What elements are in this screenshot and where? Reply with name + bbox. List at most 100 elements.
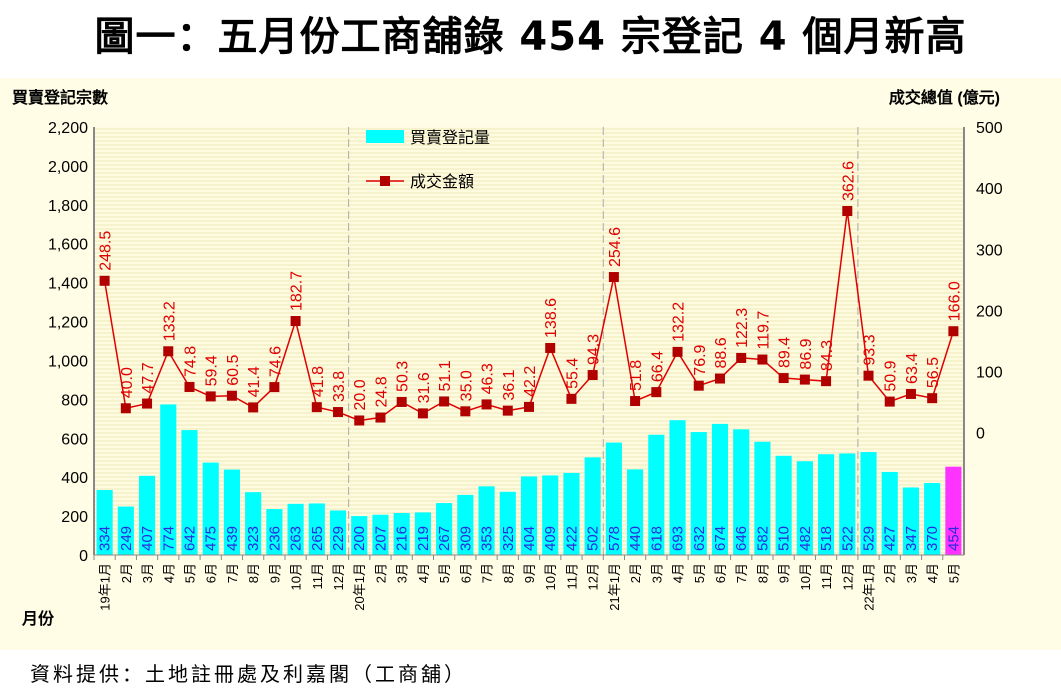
bar (945, 466, 962, 555)
amount-marker (226, 390, 237, 401)
bar-value-label: 582 (754, 526, 771, 551)
amount-marker (163, 346, 174, 357)
bar (669, 420, 686, 555)
bar (308, 503, 325, 555)
amount-value-label: 33.8 (331, 371, 348, 402)
bar-value-label: 475 (203, 526, 220, 551)
amount-value-label: 76.9 (692, 344, 709, 375)
amount-value-label: 47.7 (140, 362, 157, 393)
bar (902, 487, 920, 555)
bar (520, 476, 538, 555)
amount-value-label: 89.4 (777, 337, 794, 368)
bar-value-label: 618 (648, 526, 665, 551)
bar-value-label: 200 (351, 526, 368, 551)
amount-value-label: 31.6 (416, 372, 433, 403)
x-tick-label: 8月 (501, 563, 516, 583)
bar-value-label: 502 (585, 526, 602, 551)
bar-value-label: 578 (606, 526, 623, 551)
bar (223, 469, 240, 555)
x-tick-label: 12月 (840, 563, 855, 590)
x-tick-label: 3月 (904, 563, 919, 583)
right-tick-label: 0 (976, 426, 985, 443)
right-tick-label: 500 (976, 120, 1003, 137)
x-tick-label: 3月 (395, 563, 410, 583)
amount-value-label: 182.7 (289, 271, 306, 311)
bar (287, 503, 304, 555)
amount-marker (630, 396, 641, 407)
x-tick-label: 6月 (458, 563, 473, 583)
x-tick-label: 5月 (182, 563, 197, 583)
x-tick-label: 3月 (649, 563, 664, 583)
amount-value-label: 66.4 (649, 351, 666, 382)
amount-marker (905, 388, 916, 399)
bar-value-label: 422 (563, 526, 580, 551)
amount-value-label: 74.8 (182, 346, 199, 377)
right-tick-label: 100 (976, 365, 1003, 382)
bar (690, 432, 707, 555)
amount-marker (863, 370, 874, 381)
x-tick-label: 21年1月 (607, 563, 622, 611)
amount-value-label: 42.2 (522, 366, 539, 397)
amount-value-label: 20.0 (352, 379, 369, 410)
bar (96, 490, 113, 555)
left-axis-label: 買賣登記宗數 (12, 88, 108, 107)
left-tick-label: 2,000 (48, 159, 88, 176)
x-tick-label: 2月 (373, 563, 388, 583)
left-tick-label: 2,200 (48, 120, 88, 137)
amount-marker (333, 407, 344, 418)
x-tick-label: 6月 (713, 563, 728, 583)
amount-value-label: 41.8 (310, 366, 327, 397)
amount-marker (566, 393, 577, 404)
bar (181, 430, 198, 555)
bar (627, 469, 644, 555)
amount-value-label: 166.0 (946, 281, 963, 321)
amount-value-label: 94.3 (586, 334, 603, 365)
amount-value-label: 60.5 (225, 354, 242, 385)
amount-value-label: 35.0 (458, 370, 475, 401)
amount-marker (502, 405, 513, 416)
amount-value-label: 59.4 (204, 355, 221, 386)
bar-value-label: 334 (97, 526, 114, 551)
bar-value-label: 263 (288, 526, 305, 551)
x-tick-label: 5月 (946, 563, 961, 583)
bar (860, 452, 877, 555)
amount-marker (524, 401, 534, 412)
bar-value-label: 249 (118, 526, 135, 551)
bar (711, 423, 729, 555)
x-tick-label: 9月 (522, 563, 537, 583)
amount-value-label: 132.2 (671, 302, 688, 342)
left-tick-label: 800 (61, 392, 88, 409)
bar-value-label: 427 (882, 526, 899, 551)
right-axis-label: 成交總值 (億元) (889, 88, 1000, 107)
bar (648, 434, 665, 555)
x-tick-label: 7月 (225, 563, 240, 583)
left-tick-label: 1,000 (48, 353, 88, 370)
amount-marker (842, 206, 853, 217)
amount-marker (460, 406, 471, 417)
bar (584, 457, 601, 555)
bar (414, 512, 431, 555)
x-tick-label: 8月 (246, 563, 261, 583)
bar-value-label: 482 (797, 526, 814, 551)
bar-value-label: 529 (861, 526, 878, 551)
amount-value-label: 40.0 (119, 367, 136, 398)
bar (754, 441, 771, 555)
bar-value-label: 693 (670, 526, 687, 551)
bar-value-label: 440 (627, 526, 644, 551)
x-tick-label: 2月 (119, 563, 134, 583)
amount-marker (651, 387, 662, 398)
amount-value-label: 46.3 (480, 363, 497, 394)
x-tick-label: 10月 (289, 563, 304, 590)
amount-value-label: 84.3 (819, 340, 836, 371)
amount-marker (99, 275, 110, 286)
amount-value-label: 50.9 (883, 360, 900, 391)
bar (499, 491, 516, 555)
amount-value-label: 50.3 (395, 361, 412, 392)
x-tick-label: 9月 (267, 563, 282, 583)
x-tick-label: 6月 (204, 563, 219, 583)
amount-marker (608, 272, 619, 283)
bar-value-label: 309 (457, 526, 474, 551)
x-tick-label: 20年1月 (352, 563, 367, 611)
bar (839, 453, 856, 555)
amount-marker (269, 382, 280, 393)
